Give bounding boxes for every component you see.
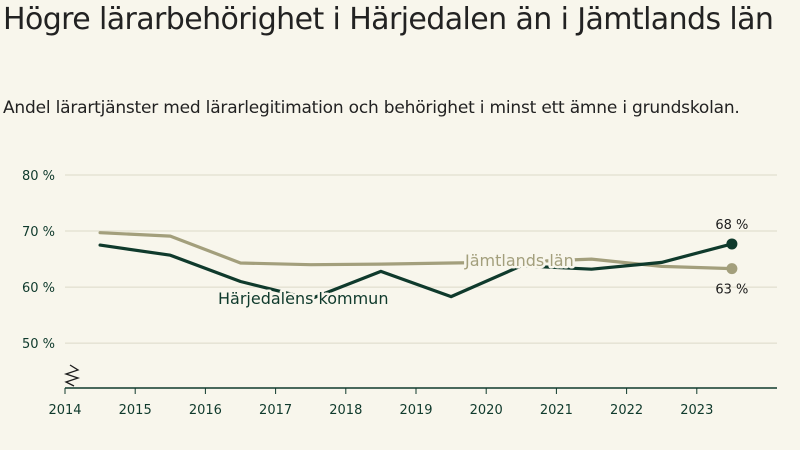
gridlines <box>65 174 777 344</box>
x-tick-label: 2016 <box>189 403 222 418</box>
y-tick-label: 60 % <box>22 281 55 296</box>
chart-subtitle: Andel lärartjänster med lärarlegitimatio… <box>3 98 740 118</box>
series-lines <box>98 231 738 301</box>
x-axis <box>63 364 777 389</box>
x-tick-label: 2014 <box>48 403 81 418</box>
series-labels: Jämtlands län Härjedalens kommun 68 % 63 % <box>216 218 749 311</box>
y-axis-ticks: 80 % 70 % 60 % 50 % <box>22 169 55 352</box>
x-tick-label: 2018 <box>329 403 362 418</box>
axis-break-icon <box>63 364 81 387</box>
x-axis-ticks: 2014 2015 2016 2017 2018 2019 2020 2021 2022 2023 <box>48 388 713 418</box>
x-tick-label: 2019 <box>399 403 432 418</box>
y-tick-label: 50 % <box>22 337 55 352</box>
end-dot-jamtland <box>726 263 738 275</box>
end-label-harjedalen: 68 % <box>715 218 748 233</box>
x-tick-label: 2017 <box>259 403 292 418</box>
series-label-harjedalen: Härjedalens kommun <box>218 289 388 308</box>
end-dot-harjedalen <box>726 238 738 250</box>
y-tick-label: 70 % <box>22 225 55 240</box>
end-label-jamtland: 63 % <box>715 283 748 298</box>
series-line-harjedalen <box>98 242 734 301</box>
x-tick-label: 2021 <box>540 403 573 418</box>
x-tick-label: 2022 <box>610 403 643 418</box>
x-tick-label: 2015 <box>119 403 152 418</box>
x-tick-label: 2023 <box>680 403 713 418</box>
y-tick-label: 80 % <box>22 169 55 184</box>
series-label-jamtland: Jämtlands län <box>464 251 574 270</box>
series-line-jamtland <box>98 231 734 271</box>
chart-title: Högre lärarbehörighet i Härjedalen än i … <box>3 2 774 37</box>
x-tick-label: 2020 <box>470 403 503 418</box>
